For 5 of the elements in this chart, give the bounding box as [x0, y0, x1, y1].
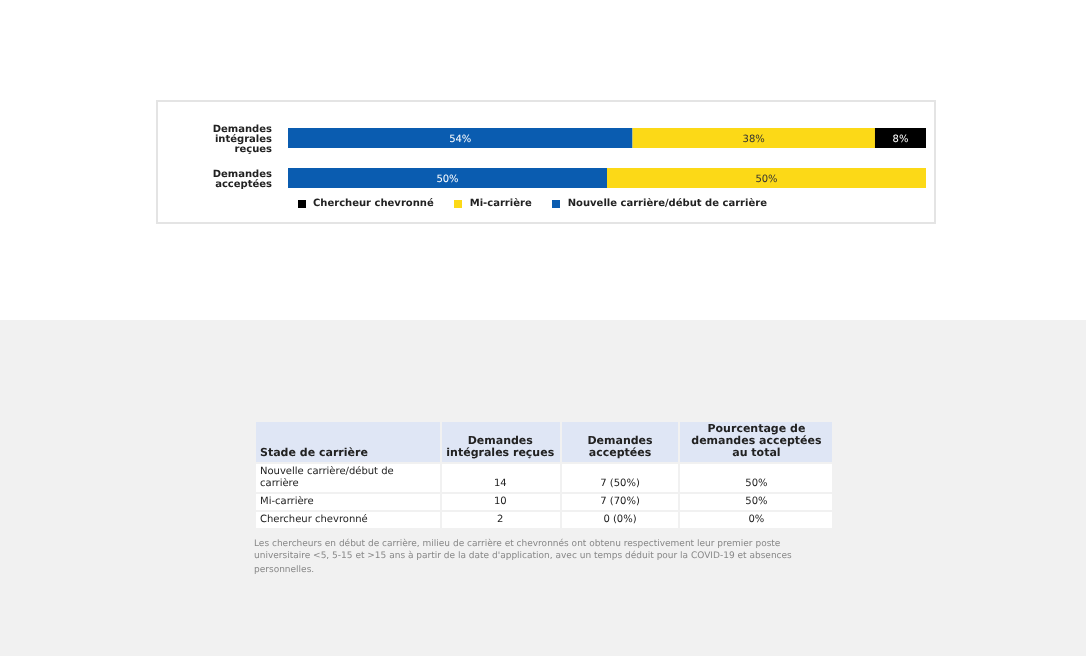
bar [607, 168, 926, 188]
bar [288, 168, 607, 188]
bar [632, 128, 875, 148]
bar [288, 128, 633, 148]
bar [874, 128, 926, 148]
